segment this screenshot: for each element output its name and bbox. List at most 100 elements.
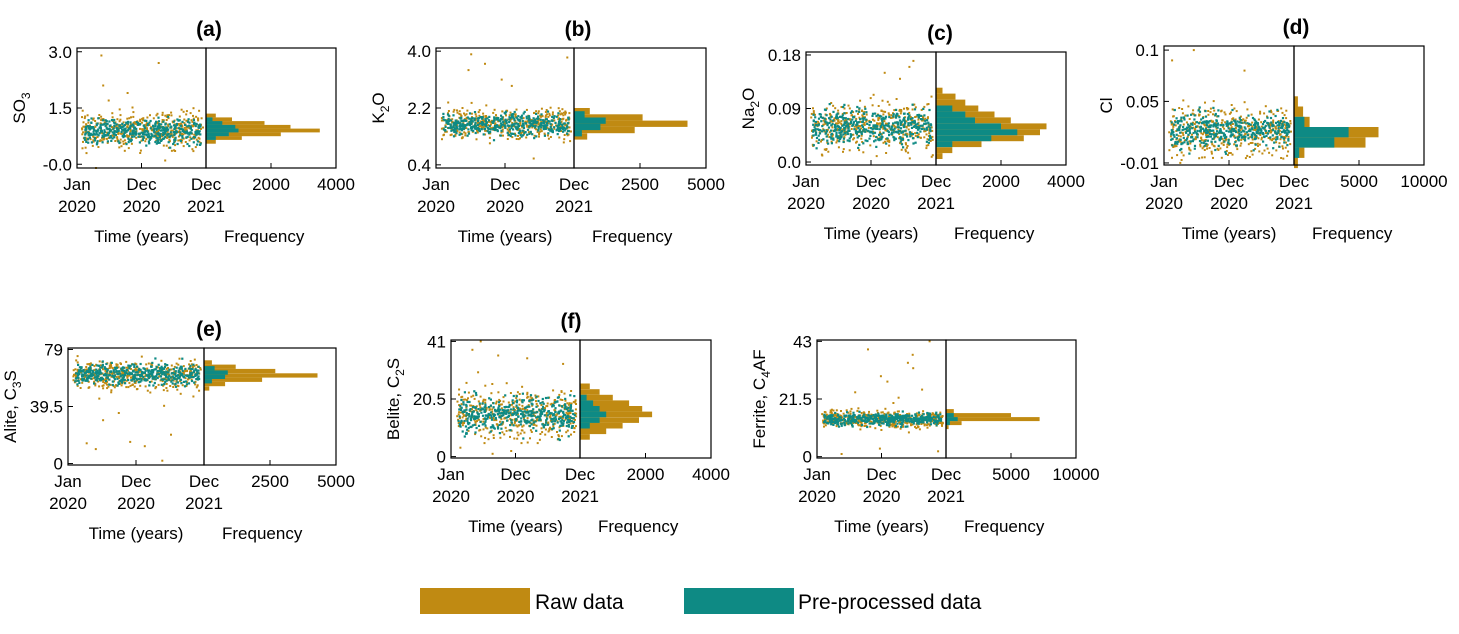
pre-point — [924, 119, 927, 122]
pre-point — [134, 374, 137, 377]
raw-point — [1272, 119, 1275, 122]
hist-frame — [573, 47, 707, 169]
pre-point — [897, 129, 900, 133]
raw-point — [123, 149, 126, 152]
raw-point — [1204, 101, 1206, 104]
pre-point — [1213, 136, 1216, 139]
pre-point — [815, 136, 819, 140]
pre-point — [99, 378, 102, 381]
pre-point — [904, 122, 907, 125]
pre-point — [167, 141, 170, 144]
raw-point — [500, 131, 503, 134]
raw-point — [1189, 126, 1192, 129]
raw-point — [547, 430, 550, 433]
raw-point — [1283, 135, 1286, 138]
raw-point — [85, 366, 88, 368]
hist-tick-label: 5000 — [687, 175, 725, 194]
y-tick-label: 3.0 — [48, 43, 72, 62]
raw-point — [1169, 135, 1172, 138]
raw-point — [181, 139, 184, 142]
pre-point — [1199, 126, 1202, 129]
raw-point — [458, 388, 461, 391]
raw-point — [851, 114, 853, 117]
pre-point — [117, 370, 120, 373]
raw-point — [158, 375, 161, 378]
pre-point — [1287, 124, 1290, 127]
raw-point — [558, 136, 561, 139]
pre-point — [516, 410, 519, 413]
raw-point — [128, 374, 131, 377]
pre-point — [96, 364, 99, 367]
raw-point — [192, 137, 195, 140]
pre-point — [198, 130, 201, 133]
pre-point — [1187, 123, 1190, 126]
pre-point — [1179, 149, 1182, 152]
raw-point — [180, 108, 183, 111]
pre-point — [923, 114, 926, 117]
raw-point — [472, 394, 475, 397]
pre-point — [868, 130, 871, 133]
pre-point — [466, 122, 469, 125]
pre-point — [1183, 116, 1186, 119]
pre-point — [99, 127, 102, 130]
raw-point — [1175, 145, 1178, 148]
pre-point — [494, 410, 497, 413]
pre-point — [466, 400, 469, 403]
raw-point — [491, 126, 494, 129]
raw-point — [105, 131, 108, 134]
pre-point — [567, 118, 570, 121]
pre-point — [139, 122, 142, 126]
pre-point — [547, 396, 550, 399]
pre-point — [457, 419, 460, 422]
pre-point — [1171, 137, 1174, 140]
pre-point — [844, 126, 847, 129]
raw-point — [1187, 105, 1190, 108]
raw-point — [885, 152, 888, 154]
raw-point — [1231, 123, 1234, 125]
hist-bar-raw — [204, 360, 212, 365]
pre-point — [88, 128, 92, 131]
pre-point — [812, 144, 815, 147]
pre-point — [197, 132, 200, 135]
pre-point — [856, 130, 859, 134]
raw-point — [1253, 136, 1256, 139]
raw-point — [1229, 152, 1232, 154]
pre-point — [918, 113, 921, 116]
pre-point — [475, 426, 478, 430]
raw-point — [94, 125, 97, 128]
raw-point — [1271, 154, 1274, 157]
raw-point — [1194, 136, 1197, 139]
pre-point — [138, 377, 141, 381]
raw-point — [192, 117, 195, 120]
pre-point — [486, 416, 489, 419]
pre-point — [818, 138, 821, 141]
pre-point — [1252, 149, 1255, 152]
pre-point — [444, 119, 447, 122]
pre-point — [113, 378, 116, 381]
pre-point — [544, 118, 547, 121]
pre-point — [1218, 138, 1221, 141]
raw-point — [182, 133, 185, 136]
raw-point — [1212, 113, 1214, 116]
raw-point — [85, 137, 88, 140]
raw-point — [103, 119, 106, 122]
raw-point — [1240, 138, 1243, 141]
pre-point — [896, 113, 899, 116]
raw-point — [94, 382, 97, 385]
x-tick-label: Jan — [54, 472, 81, 491]
raw-point — [156, 122, 159, 125]
pre-point — [447, 119, 450, 122]
pre-point — [460, 124, 464, 127]
pre-point — [153, 381, 156, 385]
raw-point — [483, 442, 486, 445]
raw-point — [816, 120, 819, 123]
pre-point — [123, 366, 126, 369]
pre-point — [1188, 152, 1191, 155]
raw-point — [148, 124, 151, 126]
pre-point — [556, 127, 560, 131]
pre-point — [886, 137, 889, 140]
pre-point — [562, 422, 565, 425]
raw-point — [898, 109, 901, 112]
pre-point — [151, 377, 154, 380]
pre-point — [160, 371, 163, 374]
